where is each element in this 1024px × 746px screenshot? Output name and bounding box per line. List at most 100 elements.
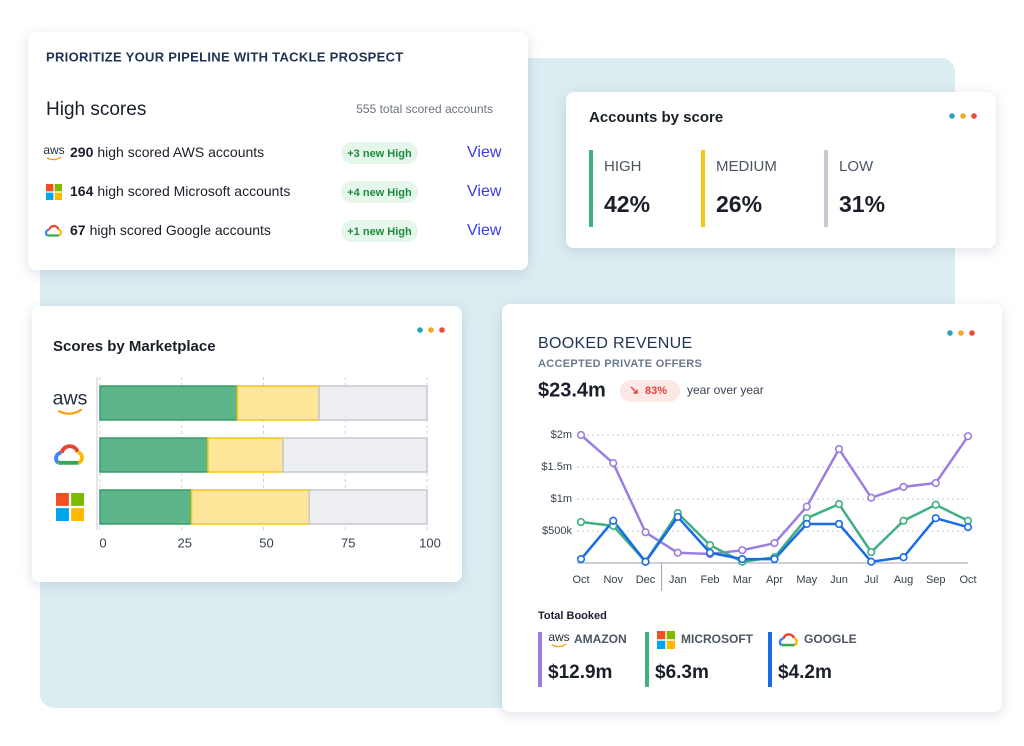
gcloud-arc (54, 450, 62, 465)
aws-logo-text: aws (53, 387, 88, 409)
change-note: year over year (687, 383, 764, 397)
rows: aws 290 high scored AWS accounts +3 new Hig… (43, 142, 502, 242)
row-label: high scored Microsoft accounts (97, 183, 290, 199)
change-value: 83% (645, 385, 667, 397)
point (963, 432, 973, 441)
point (963, 523, 973, 532)
x-tick-label: 25 (178, 535, 192, 550)
badge-text: +3 new High (347, 148, 412, 160)
score-label: LOW (839, 158, 874, 175)
ms-square (71, 493, 84, 506)
x-tick-label: Oct (572, 574, 589, 586)
view-link[interactable]: View (467, 144, 502, 161)
gcloud-arc (778, 637, 784, 647)
point (770, 555, 779, 564)
chart-title: Scores by Marketplace (53, 338, 216, 355)
line-chart: $500k $1m $1.5m $2m Oct Nov Dec Jan Feb Mar Apr May… (538, 429, 977, 687)
score-value: 42% (604, 191, 650, 217)
point (834, 500, 844, 509)
legend-total: $12.9m (548, 662, 612, 683)
ms-square (56, 493, 69, 506)
menu-dot (969, 330, 975, 336)
down-arrow (630, 386, 638, 394)
score-value: 31% (839, 191, 885, 217)
row-count: 164 (70, 183, 94, 199)
ms-square (657, 640, 666, 649)
card (566, 92, 996, 248)
x-tick-label: Mar (733, 574, 752, 586)
x-tick-label: Dec (636, 574, 656, 586)
point (834, 519, 844, 529)
point (770, 539, 779, 548)
g-logo (778, 633, 798, 647)
legend-name: AMAZON (574, 632, 627, 646)
view-link[interactable]: View (467, 183, 502, 200)
legend-bar (768, 632, 772, 687)
ms-logo (56, 493, 84, 521)
x-tick-label: 0 (99, 535, 106, 550)
badge (341, 142, 418, 164)
row-text: 290 high scored AWS accounts (70, 144, 264, 160)
y-tick-label: $1.5m (541, 461, 572, 473)
g-logo (54, 444, 84, 465)
point (609, 459, 618, 468)
point (931, 500, 940, 509)
chart-title: BOOKED REVENUE (538, 335, 692, 352)
ms-square (56, 508, 69, 521)
section-title: High scores (46, 99, 146, 120)
y-tick-label: $500k (542, 525, 572, 537)
aws-smile (551, 643, 567, 648)
score-bar (824, 150, 828, 227)
point (931, 478, 940, 488)
ms-square (46, 192, 54, 200)
x-tick-label: May (796, 574, 817, 586)
point (867, 557, 876, 566)
point (899, 553, 908, 562)
row-count: 290 (70, 144, 94, 160)
badge-text: +4 new High (347, 187, 412, 199)
aws-logo: aws (548, 630, 570, 648)
point (705, 548, 715, 557)
point (802, 519, 811, 529)
revenue-total: $23.4m (538, 379, 606, 401)
x-tick-label: Apr (766, 574, 783, 586)
point (641, 557, 650, 566)
score-label: HIGH (604, 158, 642, 175)
point (609, 516, 618, 525)
row-label: high scored AWS accounts (97, 144, 264, 160)
bar-segment (282, 437, 428, 473)
bar-segment (99, 489, 193, 525)
bar-segment (190, 489, 311, 525)
point (673, 548, 682, 557)
ms-square (666, 640, 675, 649)
point (641, 528, 650, 537)
ms-logo (657, 631, 675, 649)
aws-smile (46, 156, 62, 161)
row-label: high scored Google accounts (90, 222, 271, 238)
legend-total: $6.3m (655, 662, 709, 683)
gcloud-arc (782, 633, 796, 640)
card (28, 32, 528, 270)
badge (341, 181, 418, 203)
point (705, 540, 715, 550)
score-label: MEDIUM (716, 158, 777, 175)
point (738, 555, 747, 564)
bar-segment (308, 489, 428, 525)
point (576, 430, 586, 440)
menu-dot (960, 113, 966, 119)
point (931, 514, 940, 523)
x-tick-label: Feb (701, 574, 720, 586)
aws-smile (57, 408, 83, 415)
x-tick-label: Aug (894, 574, 914, 586)
menu-dot (949, 113, 955, 119)
point (899, 516, 908, 525)
ms-square (657, 631, 666, 640)
view-link[interactable]: View (467, 222, 502, 239)
gcloud-arc (77, 450, 84, 465)
score-items: HIGH 42% MEDIUM 26% LOW 31% (589, 150, 885, 227)
ms-square (46, 184, 54, 192)
legend-title: Total Booked (538, 610, 607, 622)
bar-segment (99, 385, 239, 421)
point (834, 444, 844, 454)
